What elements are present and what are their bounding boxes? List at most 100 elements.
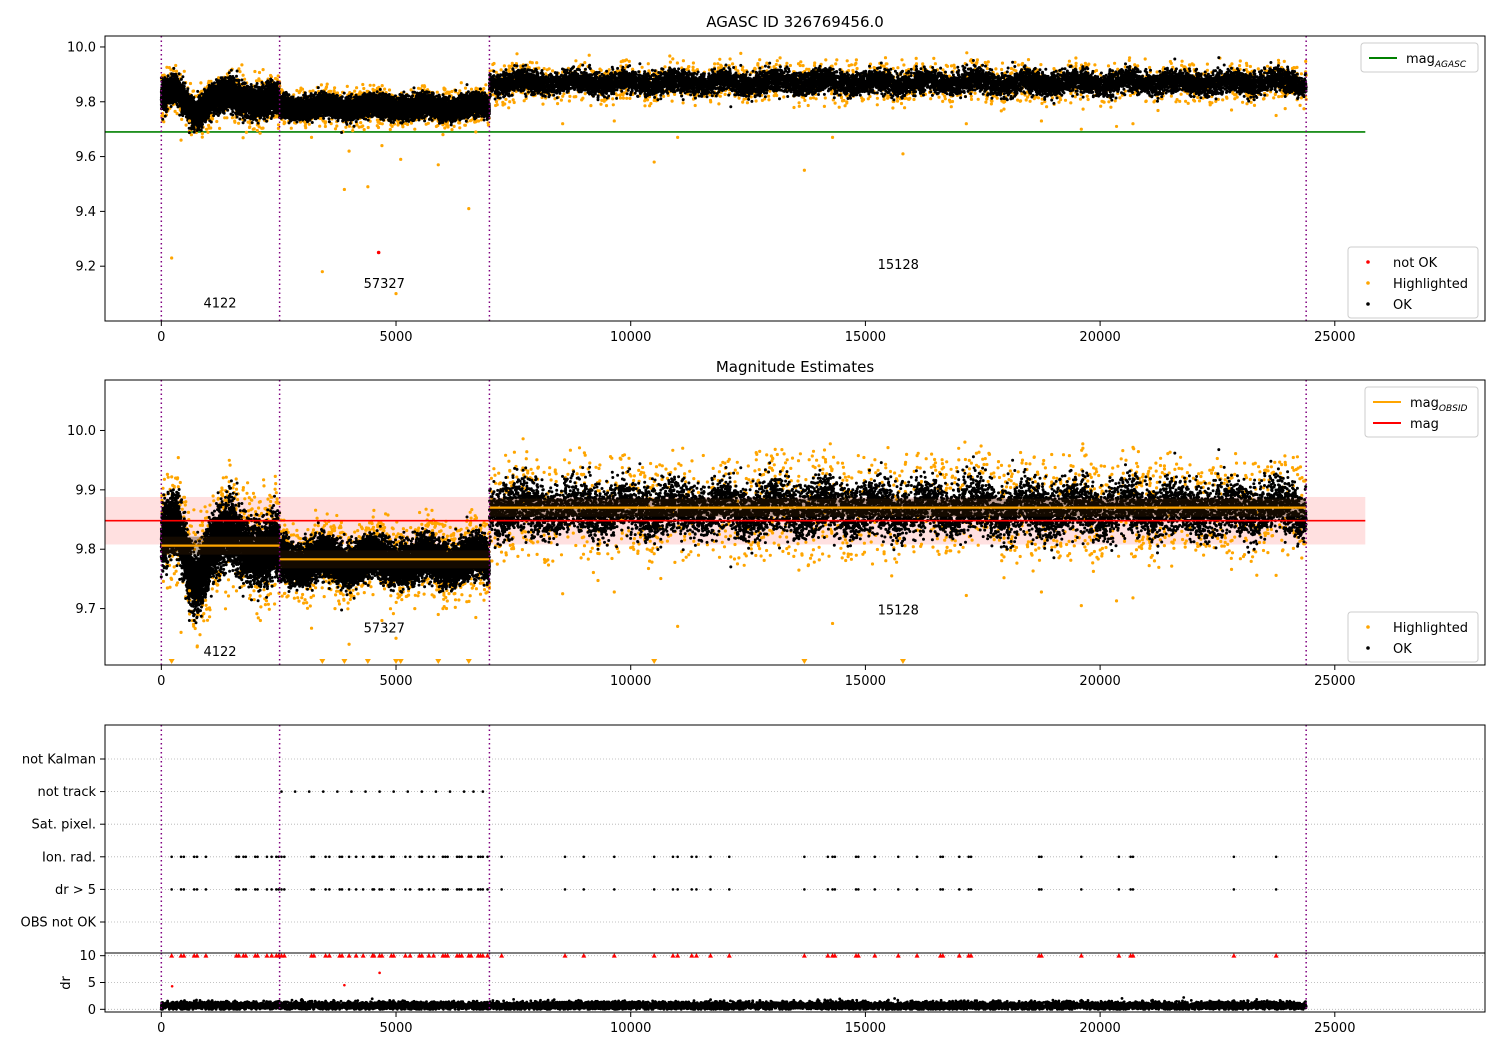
highlighted-outlier: [1114, 124, 1119, 129]
flag-event-point: [432, 855, 435, 859]
dr-content: [105, 953, 1485, 1012]
flag-event-point: [242, 855, 245, 859]
highlighted-outlier: [1079, 604, 1083, 608]
observation-count-label: 57327: [364, 621, 405, 636]
flag-event-point: [969, 855, 973, 859]
dr-clipped-marker: [281, 953, 287, 958]
legend-label: OK: [1393, 642, 1412, 657]
flag-event-point: [192, 888, 196, 891]
x-tick-label: 10000: [610, 1021, 651, 1036]
x-tick-label: 0: [157, 330, 165, 345]
dr-outlier: [343, 983, 346, 987]
dr-clipped-marker: [872, 953, 878, 958]
flag-event-point: [582, 888, 586, 891]
flag-event-point: [404, 855, 407, 859]
dr-clipped-marker: [181, 953, 187, 958]
dr-ok-points: [159, 996, 1308, 1011]
flag-event-point: [441, 855, 445, 859]
flag-event-point: [1129, 888, 1132, 891]
flag-event-point: [347, 855, 351, 859]
dr-clipped-marker: [968, 953, 974, 958]
highlighted-outlier: [436, 612, 440, 617]
magnitude-estimates-panel: Magnitude Estimates 0 5000 10000 15000 20000…: [67, 358, 1486, 689]
highlighted-outlier: [800, 553, 804, 557]
flag-event-point: [873, 888, 877, 891]
highlighted-outlier: [309, 626, 314, 630]
highlighted-outlier: [1039, 119, 1044, 123]
dr-clipped-marker: [1273, 953, 1279, 958]
flag-event-point: [270, 855, 273, 859]
dr-clipped-marker: [689, 953, 695, 958]
flag-event-point: [237, 888, 241, 891]
flag-event-point: [695, 888, 698, 891]
flag-event-point: [277, 888, 280, 891]
flag-event-point: [418, 888, 421, 891]
dr-panel: dr 0 5000 10000 15000 20000 25000 0 5 10: [59, 949, 1486, 1036]
clipped-outlier-marker: [364, 659, 371, 664]
legend-box: [1364, 386, 1479, 438]
flag-event-point: [1131, 888, 1135, 891]
dr-clipped-marker: [693, 953, 699, 958]
flag-event-point: [192, 855, 196, 859]
flag-event-point: [372, 855, 376, 859]
dr-clipped-marker: [339, 953, 345, 958]
flag-event-point: [857, 888, 860, 891]
agasc-magnitude-panel: AGASC ID 326769456.0 0 5000 10000 15000 2000…: [67, 13, 1486, 345]
flag-event-point: [1274, 888, 1278, 891]
dr-clipped-marker: [419, 953, 425, 958]
dr-clipped-marker: [346, 953, 352, 958]
dr-clipped-marker: [353, 953, 359, 958]
x-tick-label: 25000: [1314, 674, 1355, 689]
flag-event-point: [469, 888, 473, 891]
flag-event-point: [1080, 888, 1083, 891]
estimates-point-legend: Highlighted OK: [1347, 611, 1479, 663]
flag-event-point: [242, 888, 245, 891]
flag-event-point: [204, 888, 208, 891]
legend-point-swatch: [1366, 302, 1370, 306]
estimates-observation-labels: 4122 57327 15128: [203, 604, 918, 661]
flag-event-point: [479, 888, 482, 891]
highlighted-outlier: [170, 256, 174, 260]
x-tick-label: 5000: [379, 330, 412, 345]
highlighted-outlier: [474, 130, 478, 134]
agasc-line-legend: magAGASC: [1360, 42, 1479, 73]
highlighted-outlier: [544, 559, 548, 563]
flag-event-point: [915, 855, 919, 859]
flag-event-point: [458, 888, 461, 891]
flag-event-point: [354, 888, 358, 891]
x-tick-label: 0: [157, 674, 165, 689]
dr-clipped-marker: [611, 953, 617, 958]
flag-event-point: [727, 888, 731, 891]
flag-event-point: [833, 888, 837, 891]
flag-event-point: [1080, 855, 1083, 859]
flag-event-point: [676, 855, 679, 859]
flag-event-point: [896, 855, 900, 859]
flag-event-point: [479, 855, 482, 859]
dr-clipped-marker: [169, 953, 175, 958]
flag-event-point: [612, 888, 616, 891]
highlighted-outlier: [1229, 567, 1234, 572]
dr-clipped-marker: [379, 953, 385, 958]
flag-event-point: [462, 790, 466, 793]
dr-clipped-marker: [940, 953, 946, 958]
flag-event-point: [444, 888, 447, 891]
flag-event-point: [179, 855, 183, 859]
flag-event-point: [831, 888, 834, 891]
clipped-outlier-marker: [435, 659, 442, 664]
flag-event-point: [472, 790, 475, 793]
dr-clipped-marker: [391, 953, 397, 958]
highlighted-outlier: [1114, 599, 1119, 603]
dr-clipped-marker: [407, 953, 413, 958]
flag-event-point: [444, 855, 447, 859]
flag-event-point: [486, 855, 489, 859]
flag-event-point: [709, 855, 712, 859]
not-ok-point: [376, 250, 381, 255]
highlighted-outlier: [467, 207, 471, 211]
flag-event-point: [256, 888, 259, 891]
dr-clipped-marker: [1116, 953, 1122, 958]
flag-event-point: [307, 790, 311, 793]
plot-frame: [104, 35, 1486, 322]
estimates-scatter-points: [105, 380, 1366, 665]
flags-panel: not Kalman not track Sat. pixel. Ion. rad. d…: [21, 724, 1486, 954]
dr-outlier: [170, 984, 174, 988]
